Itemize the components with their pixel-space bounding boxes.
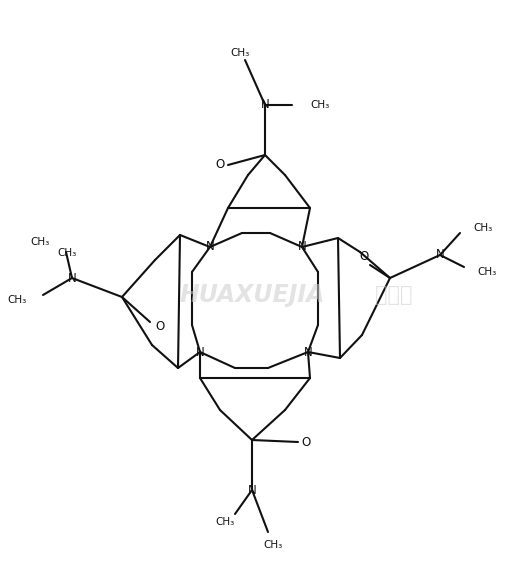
Text: CH₃: CH₃ bbox=[216, 517, 234, 527]
Text: O: O bbox=[216, 159, 225, 171]
Text: CH₃: CH₃ bbox=[310, 100, 329, 110]
Text: CH₃: CH₃ bbox=[477, 267, 496, 277]
Text: CH₃: CH₃ bbox=[263, 540, 283, 550]
Text: N: N bbox=[68, 272, 76, 284]
Text: N: N bbox=[196, 346, 204, 358]
Text: N: N bbox=[304, 346, 312, 358]
Text: O: O bbox=[302, 436, 311, 448]
Text: O: O bbox=[155, 320, 165, 334]
Text: N: N bbox=[248, 484, 257, 496]
Text: CH₃: CH₃ bbox=[8, 295, 27, 305]
Text: CH₃: CH₃ bbox=[230, 48, 250, 58]
Text: CH₃: CH₃ bbox=[31, 237, 50, 247]
Text: N: N bbox=[436, 249, 444, 261]
Text: N: N bbox=[297, 241, 306, 253]
Text: CH₃: CH₃ bbox=[57, 248, 77, 258]
Text: O: O bbox=[359, 250, 369, 264]
Text: N: N bbox=[206, 241, 215, 253]
Text: N: N bbox=[261, 99, 269, 111]
Text: HUAXUEJIA: HUAXUEJIA bbox=[180, 283, 325, 307]
Text: 化学加: 化学加 bbox=[375, 285, 413, 305]
Text: CH₃: CH₃ bbox=[473, 223, 492, 233]
